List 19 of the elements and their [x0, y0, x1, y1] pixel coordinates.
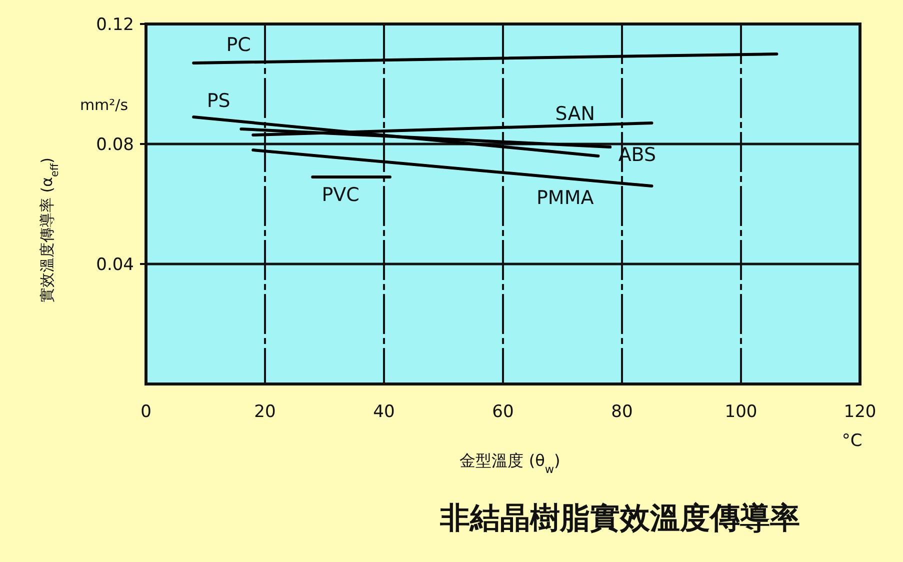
series-label: SAN: [555, 103, 595, 125]
x-tick-label: 100: [724, 402, 758, 422]
x-tick-label: 80: [611, 402, 633, 422]
text: °C: [842, 431, 862, 451]
text: mm²/s: [80, 96, 128, 114]
series-label: PMMA: [536, 187, 594, 209]
y-tick-label: 0.04: [96, 255, 134, 275]
series-label: PVC: [322, 184, 360, 206]
x-tick-label: 60: [492, 402, 514, 422]
x-axis-title: 金型溫度 (θ$_{w}$): [460, 451, 560, 476]
x-tick-label: 120: [844, 402, 876, 422]
text: 非結晶樹脂實效溫度傳導率: [439, 501, 800, 536]
x-tick-label: 20: [254, 402, 276, 422]
y-tick-label: 0.12: [96, 15, 134, 35]
x-tick-label: 0: [140, 402, 152, 422]
series-label: PS: [206, 90, 230, 112]
x-tick-label: 40: [373, 402, 395, 422]
y-tick-label: 0.08: [96, 135, 134, 155]
series-label: PC: [226, 34, 251, 56]
